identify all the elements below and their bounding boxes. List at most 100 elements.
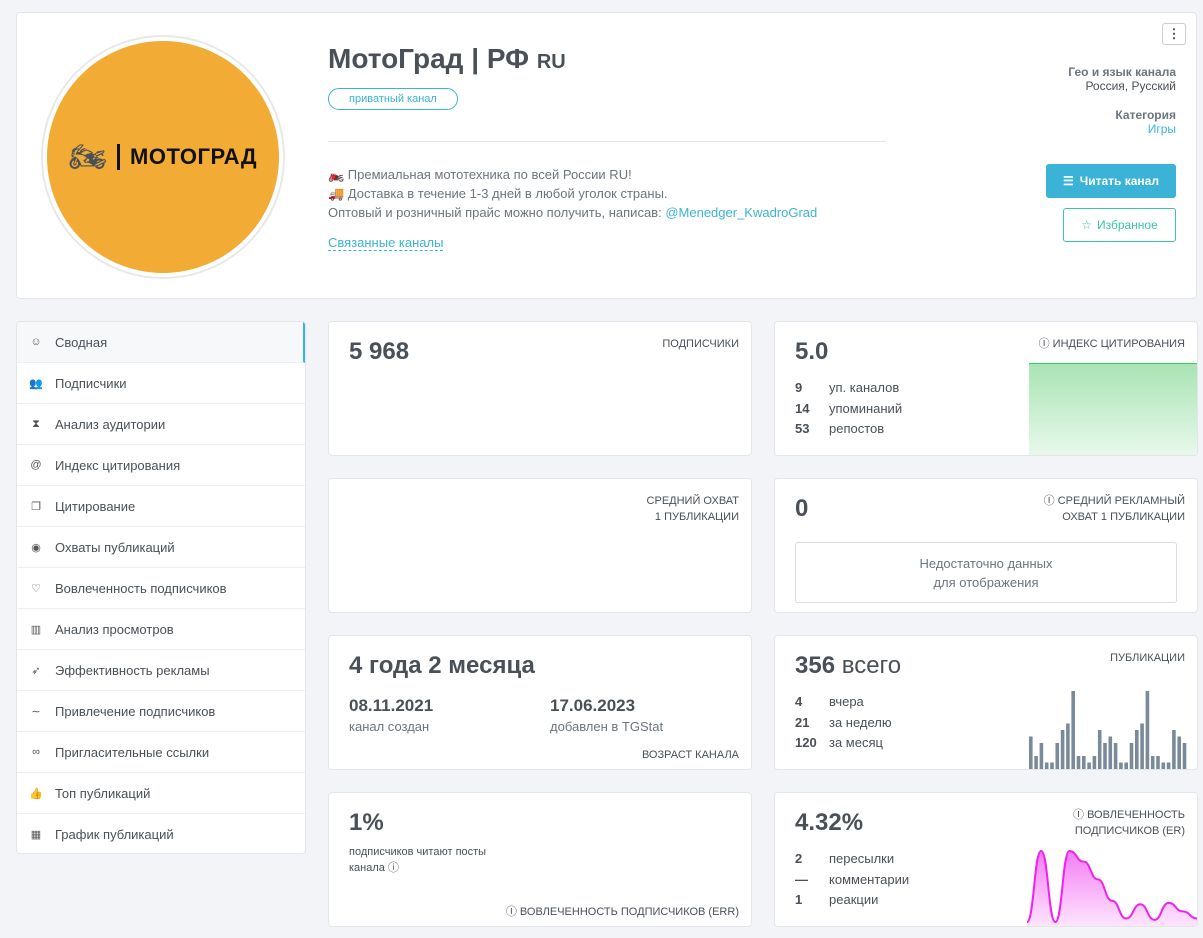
sidebar-item[interactable]: ♡ Вовлеченность подписчиков [17, 568, 305, 609]
stat-row: 53 репостов [795, 421, 885, 436]
sidebar-item[interactable]: ◉ Охваты публикаций [17, 527, 305, 568]
publications-bar-chart [1029, 691, 1187, 769]
category-link[interactable]: Игры [1147, 122, 1176, 136]
sidebar-item[interactable]: ∞ Пригласительные ссылки [17, 732, 305, 773]
nav-icon: ⧗ [32, 417, 40, 430]
divider [328, 141, 886, 142]
channel-avatar: 🏍 МОТОГРАД [41, 35, 285, 279]
logo-text: МОТОГРАД [117, 144, 257, 170]
publication-bar [1124, 762, 1128, 769]
sidebar-item-label: Топ публикаций [55, 785, 151, 801]
stat-row: 2 пересылки [795, 851, 895, 866]
sidebar-item-label: Анализ просмотров [55, 621, 174, 637]
stat-row: 14 упоминаний [795, 400, 903, 416]
stat-row: 120 за месяц [795, 735, 883, 750]
publication-bar [1071, 691, 1075, 769]
stat-row: — комментарии [795, 871, 910, 887]
manager-link[interactable]: @Menedger_KwadroGrad [665, 205, 818, 220]
publication-bar [1029, 736, 1033, 769]
nav-icon: ∼ [31, 705, 41, 718]
nav-icon: 👍 [29, 787, 43, 800]
sidebar-item-label: Эффективность рекламы [55, 662, 210, 678]
sidebar-item-label: Привлечение подписчиков [55, 703, 216, 719]
citation-card: 5.0 ⓘ ИНДЕКС ЦИТИРОВАНИЯ 9 уп. каналов 14 у… [774, 321, 1198, 456]
nav-icon: @ [30, 459, 42, 471]
publication-bar [1092, 756, 1097, 769]
ad-reach-value: 0 [795, 495, 809, 522]
er-area [1027, 851, 1197, 926]
publication-bar [1156, 756, 1160, 769]
publication-bar [1135, 730, 1139, 769]
card-label: ПУБЛИКАЦИИ [1110, 652, 1185, 664]
publication-bar [1034, 756, 1038, 769]
publication-bar [1039, 743, 1044, 769]
publication-bar [1055, 743, 1060, 769]
channel-header: 🏍 МОТОГРАД МотоГрад | РФ RU приватный ка… [16, 12, 1197, 299]
publication-bar [1044, 762, 1049, 769]
stat-row: 4 вчера [795, 694, 864, 709]
added-info: 17.06.2023 добавлен в TGStat [550, 696, 664, 734]
sidebar-item[interactable]: ▥ Анализ просмотров [17, 609, 305, 650]
sidebar-item[interactable]: ❐ Цитирование [17, 486, 305, 527]
publication-bar [1172, 730, 1176, 769]
nav-icon: ▥ [30, 623, 42, 636]
sidebar-item[interactable]: ☺ Сводная [17, 322, 305, 363]
sidebar-item-label: Охваты публикаций [55, 539, 175, 555]
subscribers-count: 5 968 [349, 338, 410, 365]
er-area-chart [1027, 849, 1197, 926]
publication-bar [1182, 743, 1187, 769]
sidebar-item-label: Сводная [55, 334, 108, 350]
er-card: 4.32% ⓘ ВОВЛЕЧЕННОСТЬ ПОДПИСЧИКОВ (ER) 2п… [774, 792, 1198, 927]
sidebar-item-label: Вовлеченность подписчиков [55, 580, 227, 596]
nav-icon: ❐ [31, 500, 41, 513]
publications-card: 356 всего ПУБЛИКАЦИИ 4 вчера 21 за неделю 12… [774, 635, 1198, 770]
related-channels-link[interactable]: Связанные каналы [328, 235, 444, 251]
age-value: 4 года 2 месяца [349, 652, 535, 679]
publication-bar [1119, 762, 1123, 769]
private-badge: приватный канал [328, 88, 458, 110]
publication-bar [1103, 743, 1107, 769]
publication-bar [1113, 743, 1118, 769]
sidebar-item[interactable]: 👍 Топ публикаций [17, 773, 305, 814]
sidebar-item[interactable]: ▦ График публикаций [17, 814, 305, 853]
publication-bar [1129, 743, 1134, 769]
nav-icon: ☺ [30, 336, 42, 348]
card-label: СРЕДНИЙ ОХВАТ 1 ПУБЛИКАЦИИ [646, 495, 739, 523]
stat-row: 1 реакции [795, 892, 879, 907]
read-channel-button[interactable]: ☰ Читать канал [1046, 164, 1176, 198]
card-label: ПОДПИСЧИКИ [662, 338, 739, 350]
channel-description: 🏍️ Премиальная мототехника по всей Росси… [328, 167, 818, 220]
channel-title: МотоГрад | РФ RU [328, 43, 566, 74]
sidebar-item-label: Подписчики [55, 375, 127, 391]
citation-index: 5.0 [795, 338, 829, 365]
sidebar-item-label: Пригласительные ссылки [55, 744, 210, 760]
sidebar-item-label: Индекс цитирования [55, 457, 181, 473]
publication-bar [1082, 756, 1086, 769]
publication-bar [1076, 756, 1081, 769]
card-label: ⓘ ВОВЛЕЧЕННОСТЬ ПОДПИСЧИКОВ (ER) [1073, 809, 1185, 837]
star-icon: ☆ [1081, 218, 1092, 232]
card-label: ⓘ ИНДЕКС ЦИТИРОВАНИЯ [1038, 338, 1185, 350]
nav-icon: ▦ [30, 828, 42, 841]
publication-bar [1166, 762, 1171, 769]
publication-bar [1050, 762, 1054, 769]
publication-bar [1145, 691, 1150, 769]
sidebar-item[interactable]: ∼ Привлечение подписчиков [17, 691, 305, 732]
nav-icon: ♡ [31, 582, 41, 595]
err-value: 1% [349, 809, 384, 836]
err-description: подписчиков читают посты канала ⓘ [349, 846, 487, 874]
sidebar-item[interactable]: ➶ Эффективность рекламы [17, 650, 305, 691]
sidebar-item-label: Цитирование [55, 498, 136, 514]
sidebar-item[interactable]: ⧗ Анализ аудитории [17, 404, 305, 445]
favorite-button[interactable]: ☆ Избранное [1063, 208, 1176, 242]
citation-chart [1029, 363, 1197, 455]
more-menu-icon[interactable]: ⋮ [1162, 23, 1186, 45]
sidebar-item[interactable]: 👥 Подписчики [17, 363, 305, 404]
stat-row: 9 уп. каналов [795, 380, 900, 395]
publication-bar [1108, 736, 1113, 769]
nav-icon: ∞ [32, 746, 40, 758]
publication-bar [1150, 756, 1155, 769]
sidebar-item[interactable]: @ Индекс цитирования [17, 445, 305, 486]
sidebar-nav: ☺ Сводная 👥 Подписчики ⧗ Анализ аудитории @ Инд… [16, 321, 306, 854]
publication-bar [1177, 736, 1181, 769]
